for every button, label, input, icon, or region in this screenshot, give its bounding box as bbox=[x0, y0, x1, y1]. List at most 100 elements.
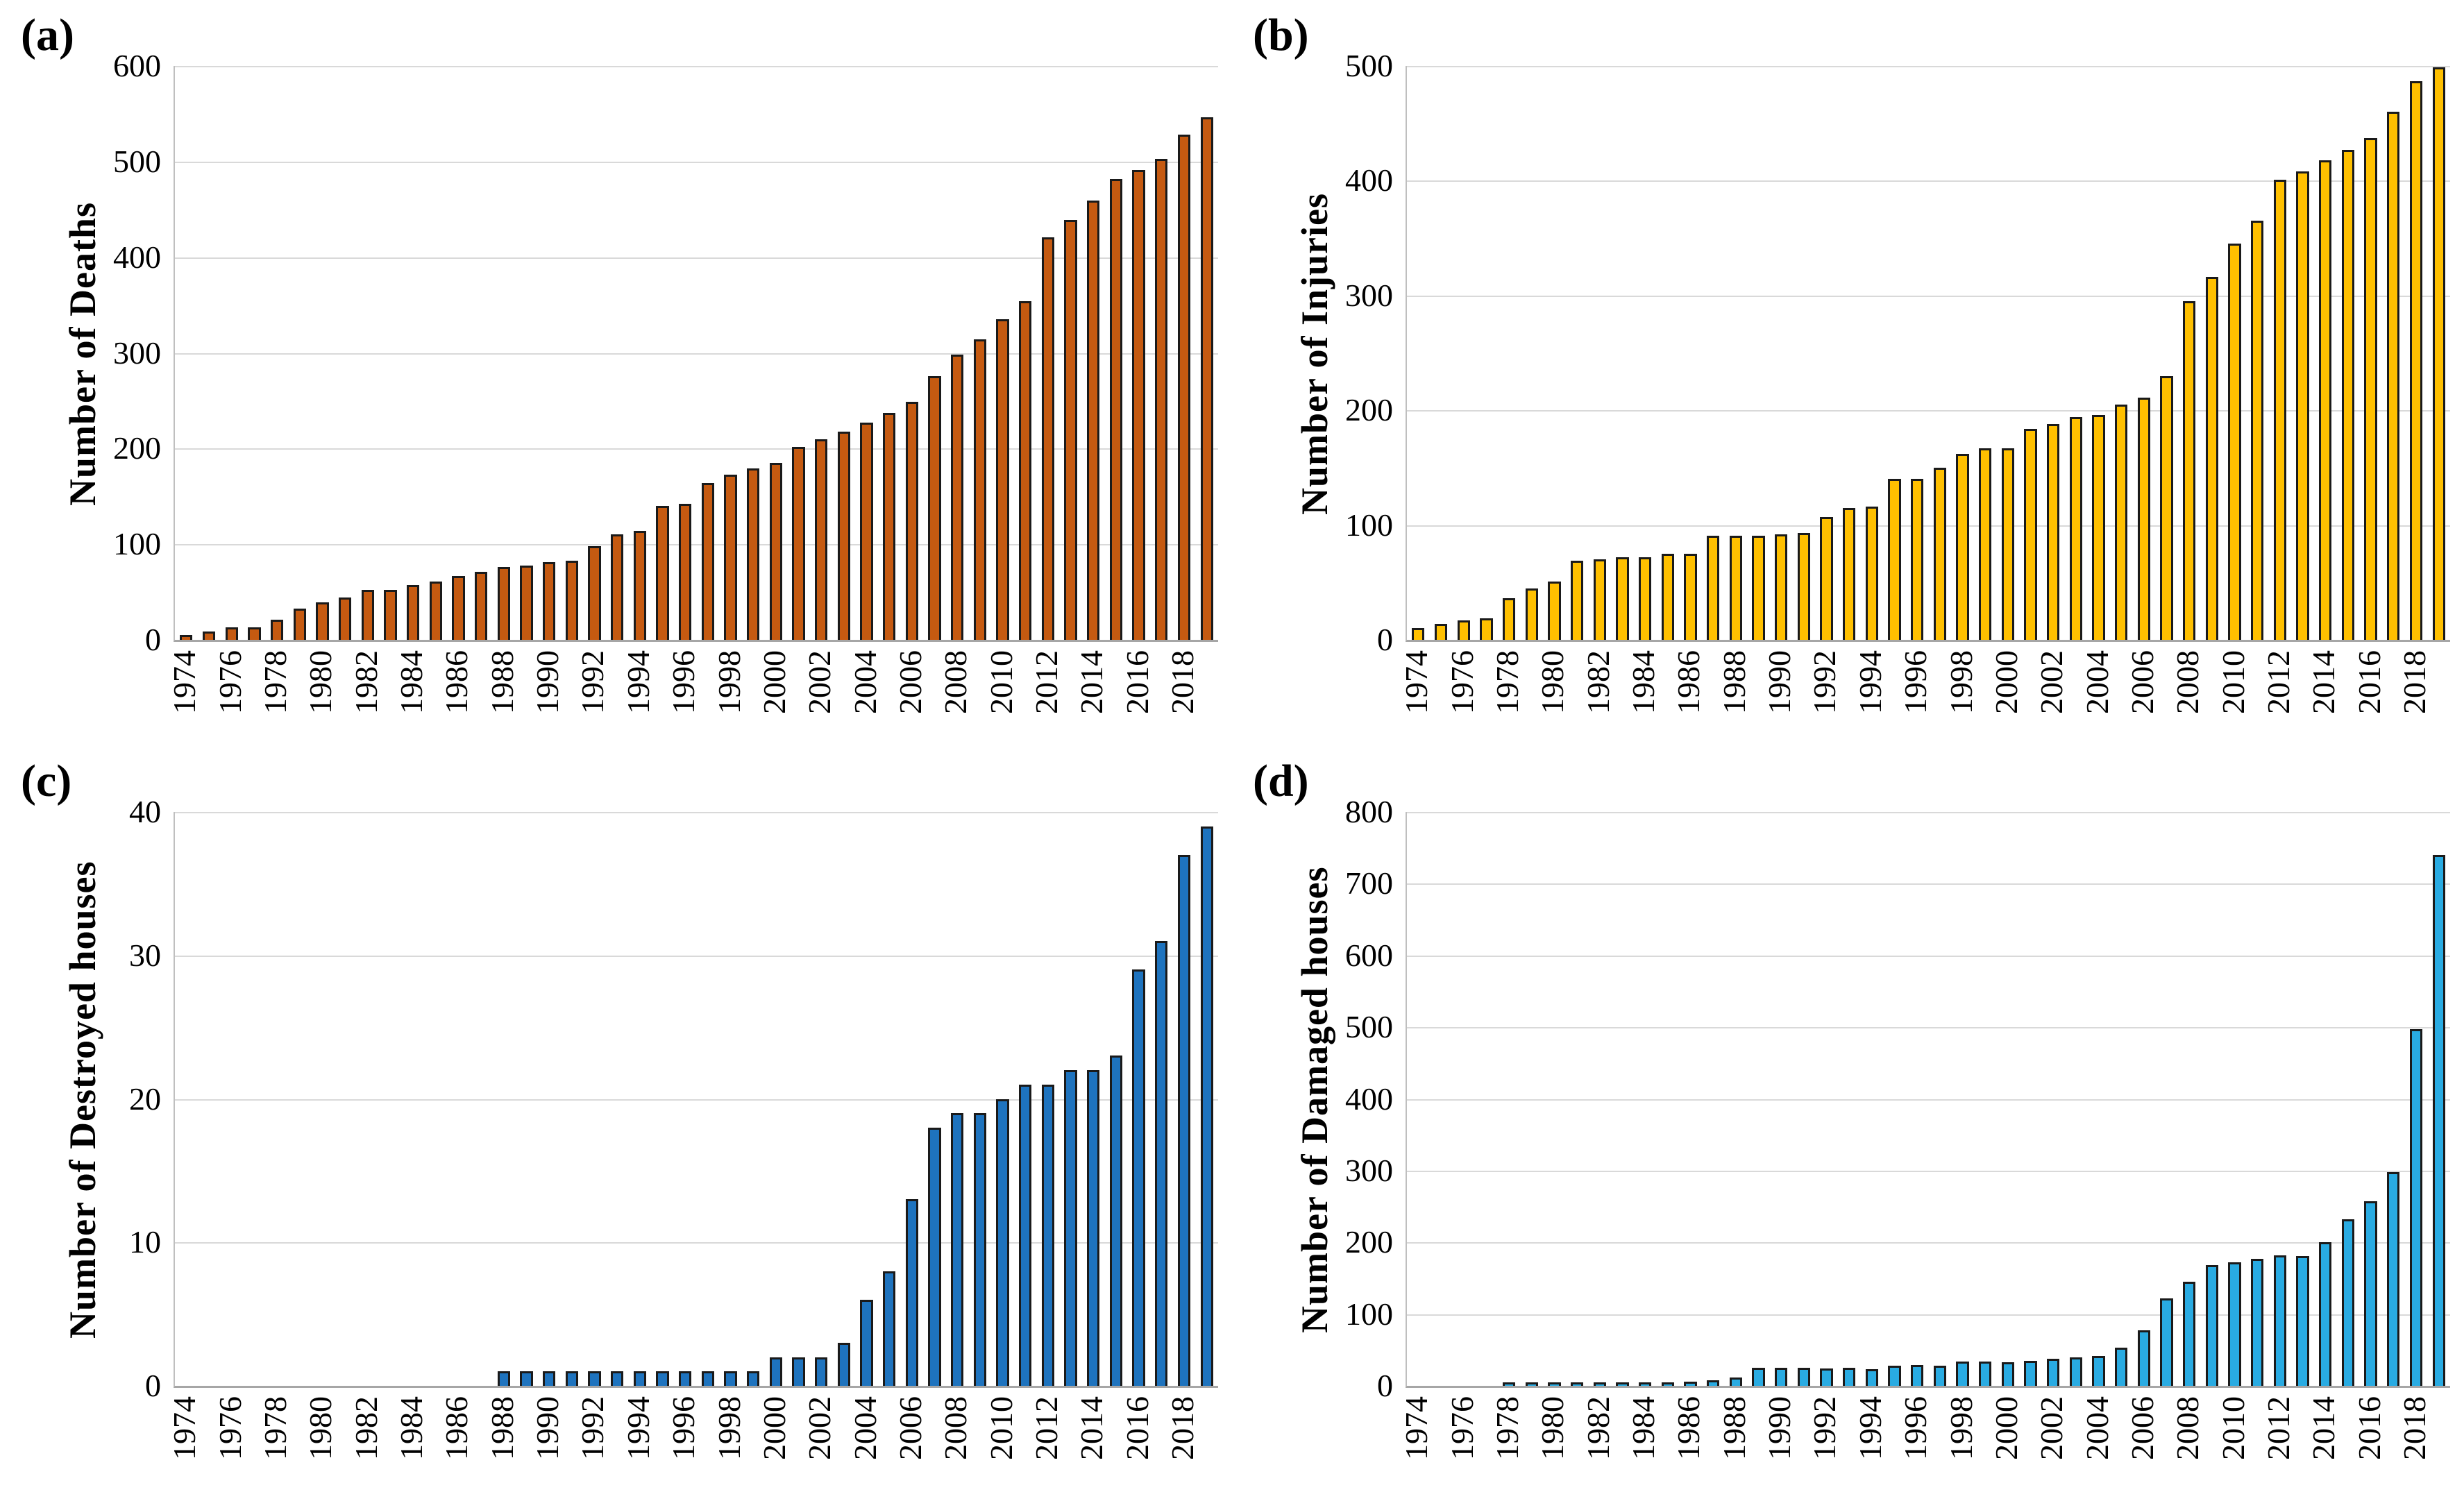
y-tick-label: 400 bbox=[1345, 1080, 1393, 1117]
x-tick-label: 2006 bbox=[2124, 1396, 2160, 1460]
bar-1987 bbox=[474, 572, 488, 640]
bar-1983 bbox=[1616, 557, 1629, 640]
bar-1998 bbox=[1956, 454, 1969, 640]
gridline bbox=[1407, 883, 2450, 885]
x-tick-label: 1988 bbox=[484, 1396, 520, 1460]
x-tick-label: 2012 bbox=[2260, 650, 2296, 714]
bar-1996 bbox=[679, 504, 692, 640]
bar-2015 bbox=[1109, 1056, 1123, 1386]
x-tick-label: 1998 bbox=[1943, 1396, 1979, 1460]
bar-2013 bbox=[1064, 219, 1077, 640]
x-tick-label: 1996 bbox=[1898, 1396, 1934, 1460]
x-tick-label: 2016 bbox=[1119, 1396, 1155, 1460]
x-tick-label: 1994 bbox=[1852, 650, 1888, 714]
x-tick-label: 1976 bbox=[1444, 650, 1480, 714]
bar-1977 bbox=[1480, 618, 1493, 640]
y-tick-label: 100 bbox=[1345, 1296, 1393, 1332]
bar-2017 bbox=[1155, 941, 1168, 1386]
bar-2002 bbox=[2047, 1358, 2060, 1386]
gridline bbox=[1407, 1242, 2450, 1244]
bar-1999 bbox=[747, 468, 760, 640]
gridline bbox=[1407, 66, 2450, 67]
bar-1993 bbox=[1842, 1368, 1856, 1386]
bar-2001 bbox=[792, 1357, 805, 1386]
y-tick-label: 100 bbox=[113, 526, 161, 562]
bar-1994 bbox=[633, 1371, 646, 1386]
x-tick-label: 2010 bbox=[2215, 1396, 2251, 1460]
bar-2013 bbox=[2296, 1255, 2309, 1386]
bar-1985 bbox=[429, 581, 442, 640]
bar-1994 bbox=[1865, 507, 1878, 640]
bar-2007 bbox=[2160, 1298, 2173, 1386]
x-tick-label: 1996 bbox=[666, 1396, 702, 1460]
bar-1976 bbox=[1457, 620, 1470, 640]
x-tick-label: 2014 bbox=[1074, 650, 1110, 714]
x-tick-label: 1984 bbox=[1626, 650, 1662, 714]
bar-2017 bbox=[2387, 1171, 2400, 1386]
bar-1982 bbox=[1593, 1382, 1606, 1386]
y-tick-label: 500 bbox=[1345, 48, 1393, 83]
bar-2005 bbox=[883, 413, 896, 640]
x-tick-label: 1982 bbox=[348, 650, 384, 714]
y-tick-label: 500 bbox=[113, 143, 161, 179]
y-tick-label: 0 bbox=[1377, 622, 1393, 657]
x-tick-label: 1986 bbox=[1671, 650, 1707, 714]
x-tick-label: 2014 bbox=[2306, 1396, 2342, 1460]
x-tick-label: 2010 bbox=[983, 1396, 1019, 1460]
x-tick-label: 1988 bbox=[1716, 650, 1752, 714]
x-tick-label: 2008 bbox=[2170, 650, 2206, 714]
x-tick-label: 1978 bbox=[258, 650, 294, 714]
gridline bbox=[175, 544, 1218, 546]
y-tick-label: 40 bbox=[129, 794, 161, 829]
x-tick-label: 1986 bbox=[439, 650, 475, 714]
x-tick-label: 2014 bbox=[1074, 1396, 1110, 1460]
y-tick-label: 200 bbox=[1345, 1224, 1393, 1260]
bar-2012 bbox=[2273, 1255, 2287, 1386]
x-tick-label: 1986 bbox=[1671, 1396, 1707, 1460]
x-tick-label: 1998 bbox=[1943, 650, 1979, 714]
panel-letter-d: (d) bbox=[1253, 756, 1309, 806]
bar-2014 bbox=[2319, 160, 2332, 640]
bar-2008 bbox=[2183, 1282, 2196, 1386]
bar-1993 bbox=[610, 1371, 624, 1386]
panel-letter-a: (a) bbox=[21, 10, 74, 60]
bar-1992 bbox=[1820, 517, 1833, 640]
y-tick-label: 0 bbox=[145, 622, 161, 657]
x-tick-label: 2000 bbox=[756, 1396, 792, 1460]
bar-1999 bbox=[747, 1371, 760, 1386]
gridline bbox=[1407, 295, 2450, 297]
bar-1982 bbox=[1593, 559, 1606, 640]
bar-1991 bbox=[565, 560, 578, 640]
x-tick-label: 1988 bbox=[484, 650, 520, 714]
panel-letter-c: (c) bbox=[21, 756, 72, 806]
bar-2006 bbox=[905, 401, 919, 640]
panel-b-injuries: (b) Number of Injuries 0 100 200 300 400 500 1… bbox=[1232, 0, 2464, 746]
x-tick-label: 2000 bbox=[1988, 1396, 2024, 1460]
bar-2012 bbox=[1041, 1084, 1055, 1386]
y-tick-label: 800 bbox=[1345, 794, 1393, 829]
bar-2003 bbox=[2069, 417, 2083, 640]
gridline bbox=[1407, 410, 2450, 412]
gridline bbox=[175, 1099, 1218, 1101]
bar-2004 bbox=[860, 1299, 873, 1386]
x-tick-label: 2012 bbox=[1028, 1396, 1064, 1460]
gridline bbox=[175, 955, 1218, 957]
bar-2017 bbox=[2387, 112, 2400, 640]
bar-2010 bbox=[2228, 1262, 2241, 1386]
bar-2004 bbox=[2092, 1355, 2105, 1386]
bar-1983 bbox=[1616, 1382, 1629, 1386]
x-tick-label: 2000 bbox=[1988, 650, 2024, 714]
bar-1999 bbox=[1979, 448, 1992, 640]
bar-2012 bbox=[1041, 237, 1055, 640]
bar-1997 bbox=[701, 1371, 714, 1386]
y-tick-label: 600 bbox=[113, 48, 161, 83]
x-tick-label: 1986 bbox=[439, 1396, 475, 1460]
gridline bbox=[175, 161, 1218, 163]
x-tick-label: 1982 bbox=[1580, 1396, 1616, 1460]
bar-2006 bbox=[905, 1199, 919, 1386]
bar-2008 bbox=[951, 1113, 964, 1386]
bar-2010 bbox=[996, 1099, 1009, 1386]
bar-1980 bbox=[1548, 581, 1561, 640]
x-tick-label: 2004 bbox=[847, 1396, 883, 1460]
